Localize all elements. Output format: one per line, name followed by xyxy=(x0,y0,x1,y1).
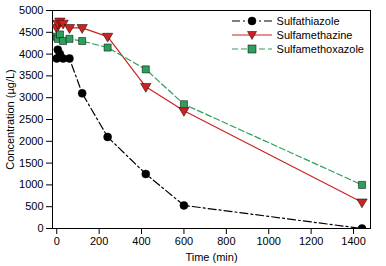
svg-text:1500: 1500 xyxy=(19,157,43,169)
svg-text:4500: 4500 xyxy=(19,26,43,38)
svg-text:1000: 1000 xyxy=(19,178,43,190)
svg-text:1400: 1400 xyxy=(341,235,365,247)
svg-text:2000: 2000 xyxy=(19,135,43,147)
svg-text:500: 500 xyxy=(25,200,43,212)
svg-text:Concentration (µg/L): Concentration (µg/L) xyxy=(4,69,16,170)
svg-text:200: 200 xyxy=(90,235,108,247)
svg-text:5000: 5000 xyxy=(19,4,43,16)
svg-text:2500: 2500 xyxy=(19,113,43,125)
svg-text:0: 0 xyxy=(37,222,43,234)
svg-text:600: 600 xyxy=(175,235,193,247)
svg-text:3500: 3500 xyxy=(19,69,43,81)
html-text:Sulfamethazine: Sulfamethazine xyxy=(276,29,353,41)
svg-text:400: 400 xyxy=(132,235,150,247)
svg-text:800: 800 xyxy=(217,235,235,247)
svg-text:4000: 4000 xyxy=(19,48,43,60)
html-text:Sulfamethoxazole: Sulfamethoxazole xyxy=(276,43,364,55)
svg-text:3000: 3000 xyxy=(19,91,43,103)
svg-text:1200: 1200 xyxy=(299,235,323,247)
html-text:Sulfathiazole: Sulfathiazole xyxy=(276,15,340,27)
svg-text:Time (min): Time (min) xyxy=(185,251,237,263)
svg-text:0: 0 xyxy=(54,235,60,247)
svg-text:1000: 1000 xyxy=(256,235,280,247)
